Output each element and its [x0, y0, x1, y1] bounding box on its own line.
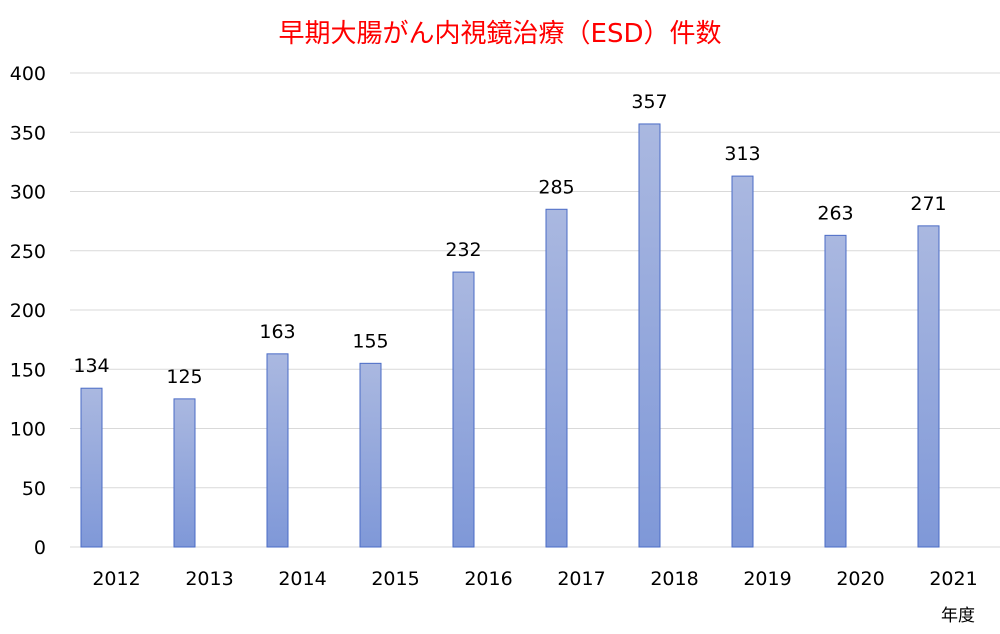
data-labels: 134 125 163 155 232 285 357 313 263 271 [73, 91, 946, 388]
data-label: 125 [166, 366, 202, 388]
x-axis-ticks: 2012 2013 2014 2015 2016 2017 2018 2019 2020 2021 [92, 568, 977, 590]
bars [80, 123, 940, 548]
x-tick-label: 2018 [650, 568, 698, 590]
y-tick-label: 400 [10, 63, 46, 85]
bar [824, 234, 847, 548]
y-tick-label: 50 [22, 478, 46, 500]
data-label: 163 [259, 321, 295, 343]
x-tick-label: 2012 [92, 568, 140, 590]
bar [638, 123, 661, 548]
x-axis-label: 年度 [941, 606, 975, 626]
x-tick-label: 2013 [185, 568, 233, 590]
y-tick-label: 350 [10, 122, 46, 144]
y-tick-label: 250 [10, 241, 46, 263]
bar [731, 175, 754, 548]
data-label: 285 [538, 176, 574, 198]
data-label: 357 [631, 91, 667, 113]
bar [359, 362, 382, 548]
bar [452, 271, 475, 548]
y-tick-label: 200 [10, 300, 46, 322]
data-label: 313 [724, 143, 760, 165]
x-tick-label: 2020 [836, 568, 884, 590]
x-tick-label: 2015 [371, 568, 419, 590]
y-axis-ticks: 0 50 100 150 200 250 300 350 400 [10, 63, 46, 559]
bar [545, 208, 568, 548]
x-tick-label: 2016 [464, 568, 512, 590]
chart-title: 早期大腸がん内視鏡治療（ESD）件数 [279, 19, 722, 49]
data-label: 155 [352, 330, 388, 352]
data-label: 134 [73, 355, 109, 377]
x-tick-label: 2017 [557, 568, 605, 590]
bar [266, 353, 289, 548]
grid-lines [70, 72, 1000, 548]
y-tick-label: 150 [10, 359, 46, 381]
data-label: 232 [445, 239, 481, 261]
data-label: 271 [910, 193, 946, 215]
data-label: 263 [817, 202, 853, 224]
bar [917, 225, 940, 548]
bar [80, 387, 103, 548]
y-tick-label: 300 [10, 182, 46, 204]
y-tick-label: 0 [34, 537, 46, 559]
y-tick-label: 100 [10, 419, 46, 441]
x-tick-label: 2021 [929, 568, 977, 590]
bar [173, 398, 196, 548]
x-tick-label: 2014 [278, 568, 326, 590]
x-tick-label: 2019 [743, 568, 791, 590]
